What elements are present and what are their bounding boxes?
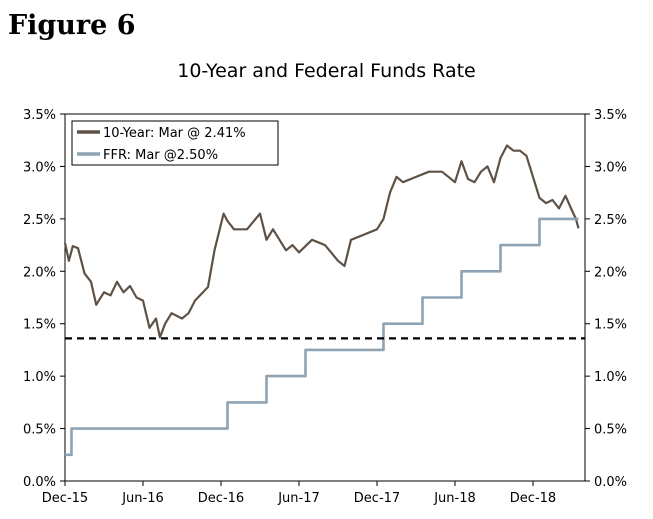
- y-tick-label-left: 3.5%: [23, 108, 56, 123]
- legend-box: [71, 120, 279, 166]
- x-tick-label: Dec-16: [198, 491, 244, 506]
- y-tick-label-left: 3.0%: [23, 160, 56, 175]
- series-lines: [63, 144, 580, 457]
- x-tick-label: Dec-15: [42, 491, 88, 506]
- y-tick-label-right: 0.0%: [594, 475, 627, 490]
- series-line-10-year: [63, 144, 580, 339]
- y-tick-label-right: 2.0%: [594, 265, 627, 280]
- y-tick-label-left: 1.5%: [23, 318, 56, 333]
- x-tick-label: Jun-17: [277, 491, 320, 506]
- y-tick-label-left: 2.0%: [23, 265, 56, 280]
- x-tick-label: Jun-18: [433, 491, 476, 506]
- y-tick-label-left: 0.0%: [23, 475, 56, 490]
- y-tick-label-right: 0.5%: [594, 423, 627, 438]
- x-tick-label: Jun-16: [121, 491, 164, 506]
- legend-label-10-year: 10-Year: Mar @ 2.41%: [103, 126, 246, 141]
- x-tick-label: Dec-17: [354, 491, 400, 506]
- legend-label-ffr: FFR: Mar @2.50%: [103, 148, 218, 163]
- y-tick-label-right: 2.5%: [594, 213, 627, 228]
- y-tick-label-right: 1.5%: [594, 318, 627, 333]
- y-tick-label-left: 0.5%: [23, 423, 56, 438]
- x-axis: Dec-15 Jun-16 Dec-16 Jun-17 Dec-17 Jun-18 Dec-…: [42, 481, 556, 506]
- y-tick-label-right: 3.5%: [594, 108, 627, 123]
- chart-title: 10-Year and Federal Funds Rate: [177, 60, 476, 82]
- y-tick-label-right: 1.0%: [594, 370, 627, 385]
- legend: 10-Year: Mar @ 2.41% FFR: Mar @2.50%: [71, 120, 279, 166]
- y-axis-left: 0.0% 0.5% 1.0% 1.5% 2.0% 2.5% 3.0% 3.5%: [23, 108, 65, 490]
- y-tick-label-left: 2.5%: [23, 213, 56, 228]
- y-tick-label-left: 1.0%: [23, 370, 56, 385]
- y-tick-label-right: 3.0%: [594, 160, 627, 175]
- figure-label: Figure 6: [8, 10, 136, 41]
- y-axis-right: 0.0% 0.5% 1.0% 1.5% 2.0% 2.5% 3.0% 3.5%: [585, 108, 627, 490]
- x-tick-label: Dec-18: [510, 491, 556, 506]
- series-line-ffr: [65, 217, 579, 457]
- plot-frame: [64, 113, 586, 482]
